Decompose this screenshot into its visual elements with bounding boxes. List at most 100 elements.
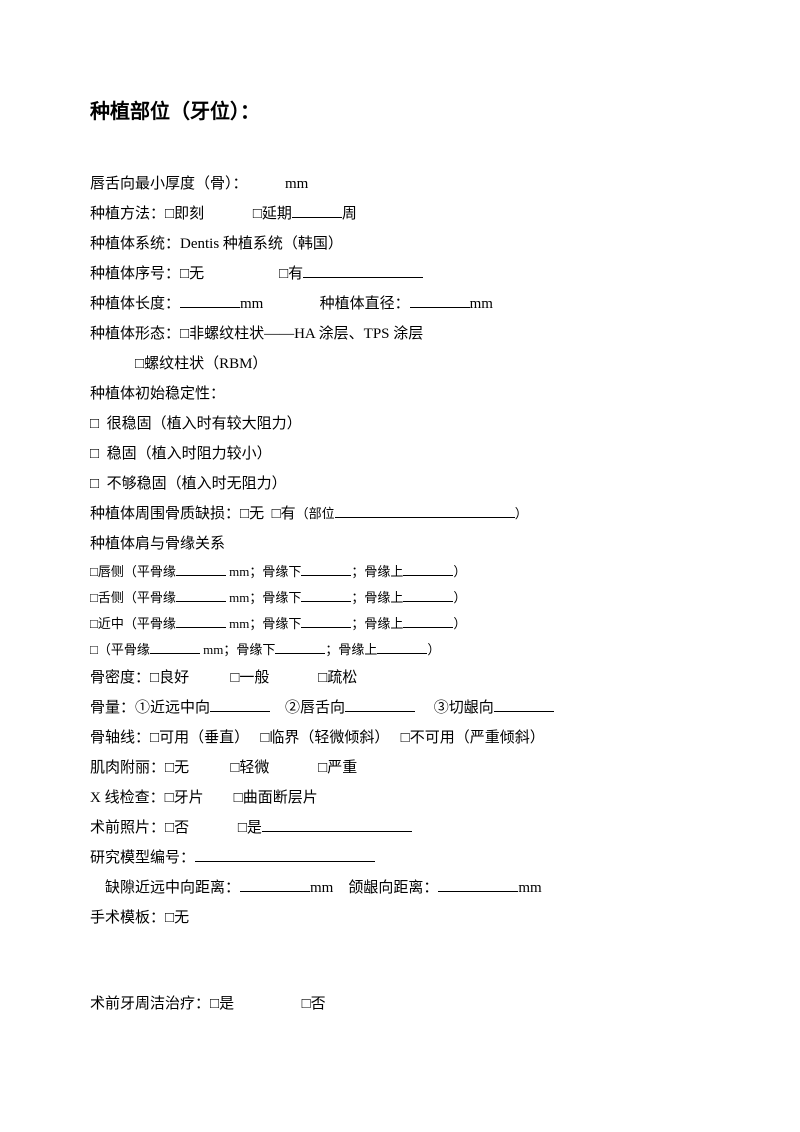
mesial-b: mm；骨缘下 — [226, 616, 301, 631]
checkbox-icon[interactable]: □ — [165, 813, 174, 843]
template-label: 手术模板： — [90, 910, 165, 926]
labial-c: ；骨缘上 — [351, 564, 403, 579]
serial-line: 种植体序号：□无 □有 — [90, 259, 710, 289]
axis-opt1: 可用（垂直） — [159, 730, 249, 746]
checkbox-icon[interactable]: □ — [90, 637, 98, 663]
page-title: 种植部位（牙位）： — [90, 95, 710, 124]
density-opt3: 疏松 — [327, 670, 357, 686]
blank-input[interactable] — [403, 601, 453, 602]
blank-input[interactable] — [410, 307, 470, 308]
method-opt1: 即刻 — [174, 206, 204, 222]
stability-label-line: 种植体初始稳定性： — [90, 379, 710, 409]
checkbox-icon[interactable]: □ — [135, 349, 144, 379]
checkbox-icon[interactable]: □ — [210, 989, 219, 1019]
morphology-line2: □螺纹柱状（RBM） — [90, 349, 710, 379]
blank-input[interactable] — [377, 653, 427, 654]
checkbox-icon[interactable]: □ — [90, 439, 99, 469]
checkbox-icon[interactable]: □ — [253, 199, 262, 229]
checkbox-icon[interactable]: □ — [90, 559, 98, 585]
checkbox-icon[interactable]: □ — [272, 499, 281, 529]
serial-opt1: 无 — [189, 266, 204, 282]
model-line: 研究模型编号： — [90, 843, 710, 873]
checkbox-icon[interactable]: □ — [240, 499, 249, 529]
lingual-line: □舌侧（平骨缘 mm；骨缘下；骨缘上） — [90, 585, 710, 611]
stability-opt3: 不够稳固（植入时无阻力） — [107, 476, 287, 492]
checkbox-icon[interactable]: □ — [165, 903, 174, 933]
checkbox-icon[interactable]: □ — [238, 813, 247, 843]
checkbox-icon[interactable]: □ — [165, 783, 174, 813]
defect-sub: （部位 — [296, 506, 335, 521]
blank-input[interactable] — [438, 891, 518, 892]
labial-line: □唇侧（平骨缘 mm；骨缘下；骨缘上） — [90, 559, 710, 585]
blank-input[interactable] — [150, 653, 200, 654]
length-label: 种植体长度： — [90, 296, 180, 312]
labial-d: ） — [453, 564, 466, 579]
checkbox-icon[interactable]: □ — [279, 259, 288, 289]
perio-label: 术前牙周洁治疗： — [90, 996, 210, 1012]
defect-opt2: 有 — [281, 506, 296, 522]
checkbox-icon[interactable]: □ — [302, 989, 311, 1019]
thickness-unit: mm — [285, 176, 308, 192]
photo-label: 术前照片： — [90, 820, 165, 836]
blank-input[interactable] — [403, 627, 453, 628]
blank-input[interactable] — [176, 627, 226, 628]
blank-input[interactable] — [494, 711, 554, 712]
checkbox-icon[interactable]: □ — [180, 319, 189, 349]
checkbox-icon[interactable]: □ — [318, 753, 327, 783]
checkbox-icon[interactable]: □ — [150, 723, 159, 753]
blank-input[interactable] — [210, 711, 270, 712]
lingual-c: ；骨缘上 — [351, 590, 403, 605]
plain-line: □（平骨缘 mm；骨缘下；骨缘上） — [90, 637, 710, 663]
blank-input[interactable] — [180, 307, 240, 308]
checkbox-icon[interactable]: □ — [90, 469, 99, 499]
blank-input[interactable] — [303, 277, 423, 278]
xray-label: X 线检查： — [90, 790, 165, 806]
checkbox-icon[interactable]: □ — [234, 783, 243, 813]
blank-input[interactable] — [176, 575, 226, 576]
checkbox-icon[interactable]: □ — [90, 585, 98, 611]
template-line: 手术模板：□无 — [90, 903, 710, 933]
defect-line: 种植体周围骨质缺损：□无 □有（部位） — [90, 499, 710, 529]
plain-c: ；骨缘上 — [325, 642, 377, 657]
muscle-line: 肌肉附丽：□无 □轻微 □严重 — [90, 753, 710, 783]
blank-input[interactable] — [335, 517, 515, 518]
bone-c: ③切龈向 — [434, 700, 494, 716]
system-line: 种植体系统：Dentis 种植系统（韩国） — [90, 229, 710, 259]
plain-d: ） — [427, 642, 440, 657]
plain-a: （平骨缘 — [98, 642, 150, 657]
blank-input[interactable] — [301, 627, 351, 628]
blank-input[interactable] — [176, 601, 226, 602]
axis-line: 骨轴线：□可用（垂直） □临界（轻微倾斜） □不可用（严重倾斜） — [90, 723, 710, 753]
blank-input[interactable] — [275, 653, 325, 654]
checkbox-icon[interactable]: □ — [165, 199, 174, 229]
checkbox-icon[interactable]: □ — [90, 611, 98, 637]
checkbox-icon[interactable]: □ — [165, 753, 174, 783]
checkbox-icon[interactable]: □ — [401, 723, 410, 753]
perio-opt1: 是 — [219, 996, 234, 1012]
density-line: 骨密度：□良好 □一般 □疏松 — [90, 663, 710, 693]
blank-input[interactable] — [195, 861, 375, 862]
checkbox-icon[interactable]: □ — [150, 663, 159, 693]
stability-opt2-line: □ 稳固（植入时阻力较小） — [90, 439, 710, 469]
blank-input[interactable] — [301, 575, 351, 576]
blank-input[interactable] — [345, 711, 415, 712]
gap-a: 缺隙近远中向距离： — [105, 880, 240, 896]
axis-opt3: 不可用（严重倾斜） — [410, 730, 545, 746]
blank-input[interactable] — [292, 217, 342, 218]
bone-b: ②唇舌向 — [285, 700, 345, 716]
bone-a: ①近远中向 — [135, 700, 210, 716]
lingual-d: ） — [453, 590, 466, 605]
blank-input[interactable] — [301, 601, 351, 602]
thickness-line: 唇舌向最小厚度（骨）： mm — [90, 169, 710, 199]
checkbox-icon[interactable]: □ — [180, 259, 189, 289]
blank-input[interactable] — [262, 831, 412, 832]
morphology-line1: 种植体形态：□非螺纹柱状——HA 涂层、TPS 涂层 — [90, 319, 710, 349]
perio-opt2: 否 — [311, 996, 326, 1012]
mesial-d: ） — [453, 616, 466, 631]
blank-input[interactable] — [240, 891, 310, 892]
perio-line: 术前牙周洁治疗：□是 □否 — [90, 989, 710, 1019]
defect-opt1: 无 — [249, 506, 264, 522]
blank-input[interactable] — [403, 575, 453, 576]
checkbox-icon[interactable]: □ — [90, 409, 99, 439]
checkbox-icon[interactable]: □ — [318, 663, 327, 693]
